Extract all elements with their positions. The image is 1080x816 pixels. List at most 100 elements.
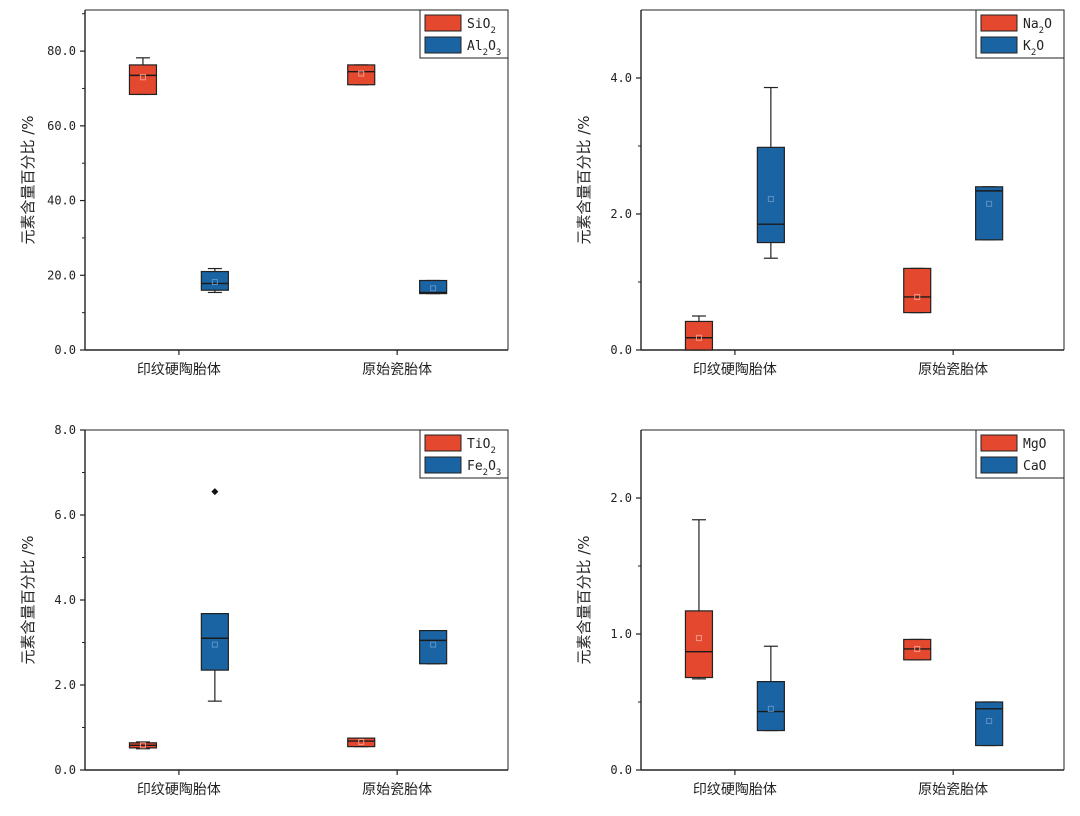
x-tick-label: 印纹硬陶胎体 (137, 362, 221, 378)
mean-marker (767, 196, 774, 203)
y-tick-label: 2.0 (54, 678, 76, 692)
box-CaO-2 (975, 701, 1004, 747)
mean-marker (139, 742, 146, 749)
mean-marker (986, 200, 993, 207)
y-tick-label: 0.0 (610, 763, 632, 777)
y-tick-label: 80.0 (47, 44, 76, 58)
legend-label: Na2O (1023, 17, 1052, 36)
legend: MgO CaO (975, 429, 1065, 479)
box-MgO-2 (903, 638, 932, 661)
legend-label: K2O (1023, 39, 1044, 58)
box-Al2O3-1 (200, 267, 229, 294)
legend-text: MgO (1023, 437, 1047, 452)
box-body (684, 610, 714, 679)
legend-subscript: 3 (496, 468, 501, 478)
legend-subscript: 2 (1039, 26, 1044, 36)
box-body (347, 64, 376, 86)
legend-text: O (488, 459, 496, 474)
legend-label: CaO (1023, 459, 1047, 474)
y-axis-label: 元素含量百分比 /% (575, 115, 593, 244)
box-SiO2-1 (128, 57, 158, 96)
legend-swatch (980, 36, 1018, 54)
mean-marker (767, 705, 774, 712)
box-MgO-1 (684, 519, 714, 680)
y-tick-label: 6.0 (54, 508, 76, 522)
legend-swatch (424, 14, 462, 32)
box-Fe2O3-2 (419, 629, 448, 665)
mean-marker (695, 334, 702, 341)
mean-marker (914, 293, 921, 300)
x-tick-label: 原始瓷胎体 (918, 782, 988, 798)
y-axis-label: 元素含量百分比 /% (575, 535, 593, 664)
legend-subscript: 2 (1031, 48, 1036, 58)
y-tick-label: 8.0 (54, 423, 76, 437)
mean-marker (211, 641, 218, 648)
legend-text: Na (1023, 17, 1039, 32)
box-body (756, 146, 785, 244)
legend-subscript: 2 (483, 48, 488, 58)
x-tick-label: 原始瓷胎体 (918, 362, 988, 378)
box-CaO-1 (756, 645, 785, 732)
x-tick-label: 印纹硬陶胎体 (693, 782, 777, 798)
y-axis-label: 元素含量百分比 /% (19, 115, 37, 244)
y-tick-label: 2.0 (610, 491, 632, 505)
box-TiO2-2 (347, 737, 376, 748)
legend-text: O (488, 39, 496, 54)
legend-text: TiO (467, 437, 491, 452)
legend-text: CaO (1023, 459, 1047, 474)
mean-marker (358, 70, 365, 77)
box-body (200, 270, 229, 291)
legend-label: TiO2 (467, 437, 496, 456)
y-tick-label: 20.0 (47, 268, 76, 282)
y-tick-label: 4.0 (610, 71, 632, 85)
box-TiO2-1 (128, 741, 158, 750)
box-K2O-1 (756, 86, 785, 259)
legend-label: SiO2 (467, 17, 496, 36)
box-Na2O-1 (684, 315, 714, 351)
y-tick-label: 40.0 (47, 194, 76, 208)
box-Na2O-2 (903, 267, 932, 314)
legend-text: Al (467, 39, 483, 54)
y-tick-label: 0.0 (54, 763, 76, 777)
outlier-point (211, 488, 219, 496)
x-tick-label: 印纹硬陶胎体 (693, 362, 777, 378)
legend-swatch (980, 14, 1018, 32)
box-body (419, 279, 448, 295)
legend-swatch (980, 456, 1018, 474)
y-tick-label: 60.0 (47, 119, 76, 133)
box-SiO2-2 (347, 64, 376, 86)
y-tick-label: 2.0 (610, 207, 632, 221)
legend-swatch (424, 434, 462, 452)
legend-label: Al2O3 (467, 39, 501, 58)
x-tick-label: 印纹硬陶胎体 (137, 782, 221, 798)
box-body (975, 186, 1004, 241)
x-tick-label: 原始瓷胎体 (362, 782, 432, 798)
legend-subscript: 2 (490, 446, 495, 456)
legend-swatch (424, 456, 462, 474)
legend-subscript: 2 (490, 26, 495, 36)
mean-marker (695, 635, 702, 642)
legend-swatch (424, 36, 462, 54)
box-Al2O3-2 (419, 279, 448, 295)
chart-1: 0.0 20.0 40.0 60.0 80.0 元素含量百分比 /% 印纹硬陶胎体 原始瓷胎体… (19, 9, 509, 378)
mean-marker (914, 645, 921, 652)
mean-marker (358, 738, 365, 745)
legend-text: O (1044, 17, 1052, 32)
mean-marker (139, 74, 146, 81)
legend-subscript: 2 (483, 468, 488, 478)
legend-label: MgO (1023, 437, 1047, 452)
mean-marker (430, 641, 437, 648)
box-body (903, 267, 932, 314)
legend-text: Fe (467, 459, 483, 474)
mean-marker (211, 279, 218, 285)
legend-label: Fe2O3 (467, 459, 501, 478)
legend-text: SiO (467, 17, 491, 32)
box-K2O-2 (975, 186, 1004, 241)
mean-marker (430, 285, 437, 292)
